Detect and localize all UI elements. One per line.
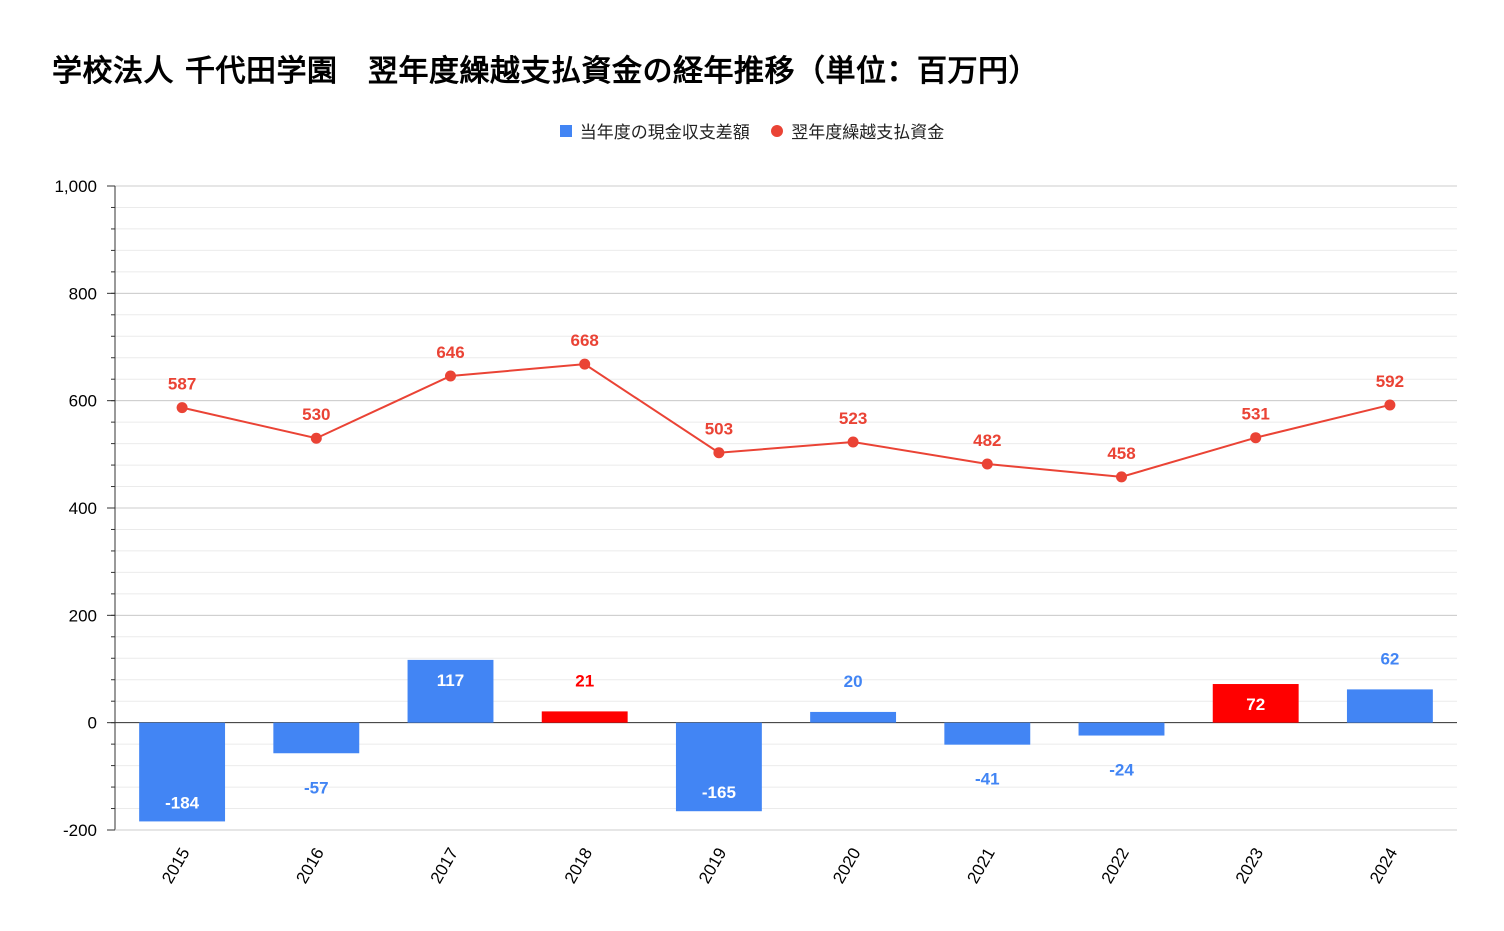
line-data-label: 523 — [839, 409, 867, 428]
x-tick-label: 2019 — [695, 845, 730, 887]
bar-data-label: -57 — [304, 778, 329, 797]
x-tick-label: 2015 — [158, 845, 193, 887]
x-tick-label: 2023 — [1232, 845, 1267, 887]
line-point — [847, 436, 859, 448]
legend-item-cash-balance[interactable]: 当年度の現金収支差額 — [559, 118, 750, 143]
bar-data-label: -165 — [702, 783, 736, 802]
x-tick-label: 2024 — [1366, 845, 1401, 887]
line-point — [1384, 399, 1396, 411]
y-tick-label: 1,000 — [54, 177, 97, 196]
y-tick-label: 0 — [88, 714, 97, 733]
legend-item-carryover-funds[interactable]: 翌年度繰越支払資金 — [771, 118, 944, 143]
line-data-label: 530 — [302, 405, 330, 424]
bar — [810, 711, 897, 723]
legend-swatch-dot-icon — [771, 124, 784, 137]
x-tick-label: 2016 — [292, 845, 327, 887]
y-tick-label: 200 — [69, 606, 97, 625]
bar-data-label: 20 — [844, 672, 863, 691]
y-tick-label: 800 — [69, 284, 97, 303]
bar-data-label: 117 — [437, 671, 464, 690]
bar-data-label: 62 — [1380, 649, 1399, 668]
x-tick-label: 2020 — [829, 845, 864, 887]
line-data-label: 503 — [705, 420, 733, 439]
legend-swatch-square-icon — [559, 124, 572, 137]
line-data-label: 587 — [168, 375, 196, 394]
line-data-label: 668 — [571, 331, 599, 350]
line-point — [445, 370, 456, 382]
chart-title: 学校法人 千代田学園 翌年度繰越支払資金の経年推移（単位：百万円） — [52, 54, 1039, 89]
bar-data-label: 21 — [575, 671, 594, 690]
x-tick-label: 2017 — [427, 845, 462, 887]
line-point — [1116, 471, 1127, 483]
bar — [675, 722, 762, 812]
line-point — [1250, 432, 1262, 444]
line-data-label: 482 — [973, 431, 1001, 450]
y-tick-label: 600 — [69, 392, 97, 411]
line-data-label: 531 — [1242, 405, 1270, 424]
bar-data-label: -184 — [165, 793, 200, 812]
x-tick-label: 2021 — [963, 845, 998, 887]
line-point — [579, 358, 591, 370]
line-point — [713, 447, 725, 459]
line-point — [310, 432, 322, 444]
bar-data-label: 72 — [1246, 695, 1265, 714]
legend-label-cash-balance: 当年度の現金収支差額 — [579, 123, 750, 143]
y-tick-label: -200 — [63, 821, 97, 840]
line-point — [981, 458, 993, 470]
line-data-label: 458 — [1107, 444, 1135, 463]
bar — [944, 722, 1031, 745]
y-tick-label: 400 — [69, 499, 97, 518]
bar — [273, 722, 360, 754]
bar-data-label: -24 — [1109, 761, 1134, 780]
bar — [1078, 722, 1165, 736]
bar — [1346, 689, 1433, 723]
bar — [1212, 684, 1299, 723]
bar — [541, 711, 628, 723]
line-series — [181, 363, 1391, 478]
bar-data-label: -41 — [975, 770, 1000, 789]
line-data-label: 646 — [436, 343, 464, 362]
line-point — [176, 402, 188, 414]
line-data-label: 592 — [1376, 372, 1404, 391]
x-tick-label: 2022 — [1098, 845, 1133, 887]
x-tick-label: 2018 — [561, 845, 596, 887]
bar — [139, 722, 226, 822]
bar — [407, 659, 494, 723]
legend-label-carryover-funds: 翌年度繰越支払資金 — [791, 123, 945, 143]
legend: 当年度の現金収支差額 翌年度繰越支払資金 — [0, 118, 1504, 143]
